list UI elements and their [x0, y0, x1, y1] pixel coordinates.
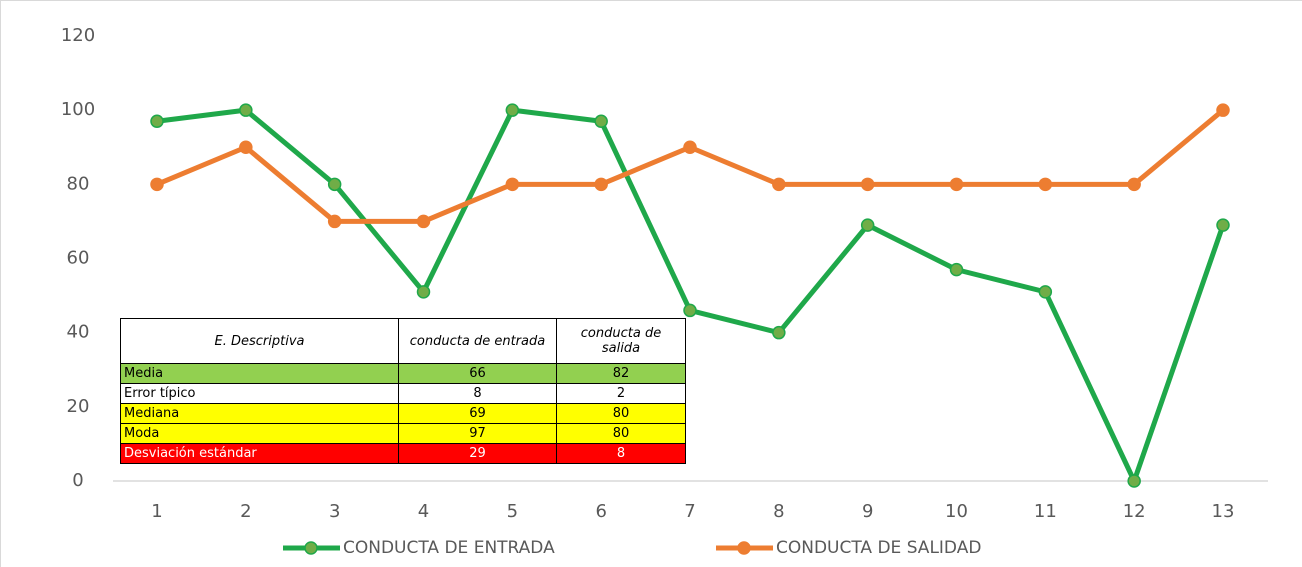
- table-cell: 82: [556, 363, 686, 384]
- legend-label: CONDUCTA DE SALIDAD: [776, 538, 981, 558]
- point: [1127, 474, 1141, 488]
- point: [416, 285, 431, 299]
- x-tick-label: 5: [507, 501, 518, 522]
- point: [949, 177, 964, 192]
- point: [594, 177, 608, 192]
- x-tick-label: 7: [684, 501, 695, 522]
- y-tick-label: 0: [72, 470, 83, 491]
- point: [683, 140, 697, 154]
- point: [1127, 177, 1141, 192]
- table-cell: 66: [398, 363, 557, 384]
- table-cell: Mediana: [120, 403, 399, 424]
- table-cell: 97: [398, 423, 557, 444]
- table-cell: Error típico: [120, 383, 399, 404]
- series-line: [156, 108, 1225, 224]
- table-cell: 80: [556, 403, 686, 424]
- y-tick-label: 100: [61, 99, 95, 120]
- table-cell: Media: [120, 363, 399, 384]
- table-row: Desviación estándar 29 8: [120, 443, 686, 464]
- point: [505, 103, 520, 117]
- point: [772, 325, 786, 340]
- y-tick-label: 80: [67, 173, 90, 194]
- x-tick-label: 2: [240, 501, 251, 522]
- legend-label: CONDUCTA DE ENTRADA: [343, 538, 555, 558]
- table-cell: E. Descriptiva: [120, 318, 399, 364]
- legend-marker: [304, 541, 318, 555]
- table-cell: conducta de entrada: [398, 318, 557, 364]
- x-tick-label: 1: [151, 501, 162, 522]
- table-cell: 2: [556, 383, 686, 404]
- table-row: E. Descriptiva conducta de entrada conduct…: [120, 318, 686, 364]
- point: [327, 214, 342, 229]
- point: [505, 177, 520, 192]
- point: [949, 262, 964, 277]
- point: [1216, 218, 1230, 232]
- point: [1038, 285, 1053, 299]
- point: [772, 177, 786, 192]
- table-row: Mediana 69 80: [120, 403, 686, 424]
- point: [683, 303, 697, 318]
- x-tick-label: 12: [1123, 501, 1146, 522]
- stats-table: E. Descriptiva conducta de entrada conduct…: [120, 318, 686, 464]
- table-cell: 8: [398, 383, 557, 404]
- x-tick-label: 6: [595, 501, 606, 522]
- x-tick-label: 13: [1212, 501, 1235, 522]
- x-tick-label: 9: [862, 501, 873, 522]
- y-tick-label: 60: [67, 248, 90, 269]
- x-tick-label: 10: [945, 501, 968, 522]
- table-cell: 80: [556, 423, 686, 444]
- table-row: Error típico 8 2: [120, 383, 686, 404]
- table-cell: Moda: [120, 423, 399, 444]
- point: [860, 177, 875, 192]
- point: [1216, 103, 1230, 117]
- x-tick-label: 8: [773, 501, 784, 522]
- table-cell: conducta de salida: [556, 318, 686, 364]
- y-tick-label: 120: [61, 25, 95, 46]
- point: [150, 114, 164, 129]
- y-tick-label: 40: [67, 322, 90, 343]
- table-cell: 8: [556, 443, 686, 464]
- point: [1038, 177, 1053, 192]
- table-cell: 29: [398, 443, 557, 464]
- point: [860, 218, 875, 232]
- x-tick-label: 3: [329, 501, 340, 522]
- point: [150, 177, 164, 192]
- point: [594, 114, 608, 129]
- table-row: Moda 97 80: [120, 423, 686, 444]
- point: [239, 140, 253, 154]
- x-tick-label: 11: [1034, 501, 1057, 522]
- point: [416, 214, 431, 229]
- point: [327, 177, 342, 192]
- legend-marker: [737, 541, 751, 555]
- x-tick-label: 4: [418, 501, 429, 522]
- table-row: Media 66 82: [120, 363, 686, 384]
- table-cell: Desviación estándar: [120, 443, 399, 464]
- table-cell: 69: [398, 403, 557, 424]
- y-tick-label: 20: [67, 396, 90, 417]
- point: [239, 103, 253, 117]
